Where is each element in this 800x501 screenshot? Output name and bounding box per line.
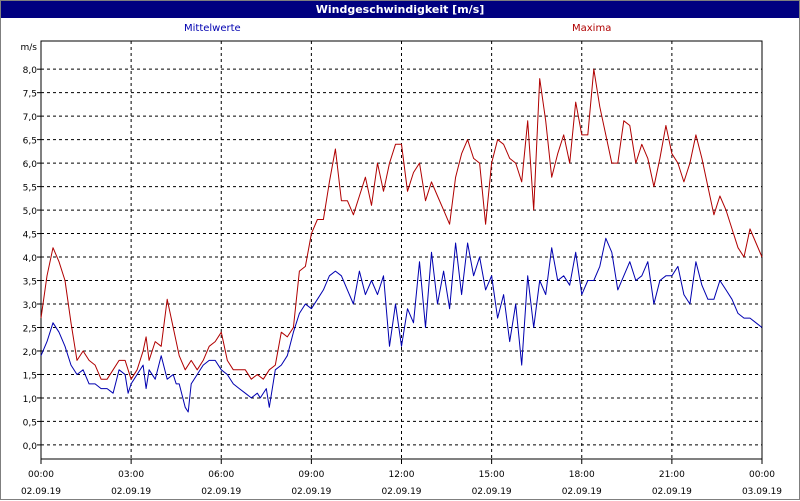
x-tick-time: 03:00 — [118, 470, 144, 480]
y-tick-label: 6,0 — [23, 160, 38, 170]
y-tick-label: 7,0 — [23, 113, 38, 123]
y-tick-label: 4,5 — [23, 231, 37, 241]
y-tick-label: 7,5 — [23, 90, 37, 100]
y-tick-label: 8,0 — [23, 66, 38, 76]
x-tick-date: 02.09.19 — [201, 487, 241, 497]
y-tick-label: 1,5 — [23, 371, 37, 381]
x-tick-time: 15:00 — [479, 470, 505, 480]
x-tick-time: 12:00 — [389, 470, 415, 480]
y-tick-label: 0,5 — [23, 418, 37, 428]
x-tick-date: 02.09.19 — [652, 487, 692, 497]
y-tick-label: 5,5 — [23, 184, 37, 194]
y-tick-label: 1,0 — [23, 395, 38, 405]
y-tick-label: 5,0 — [23, 207, 38, 217]
y-tick-label: 2,0 — [23, 348, 38, 358]
window-title: Windgeschwindigkeit [m/s] — [1, 1, 799, 18]
series-line-mittelwerte — [40, 237, 763, 413]
y-axis-label: m/s — [21, 43, 38, 53]
x-tick-time: 00:00 — [749, 470, 775, 480]
x-tick-date: 02.09.19 — [111, 487, 151, 497]
x-tick-date: 02.09.19 — [472, 487, 512, 497]
y-tick-label: 3,0 — [23, 301, 38, 311]
x-tick-time: 09:00 — [298, 470, 324, 480]
x-tick-time: 06:00 — [208, 470, 234, 480]
series-line-maxima — [40, 68, 763, 380]
x-tick-date: 02.09.19 — [381, 487, 421, 497]
legend-maxima: Maxima — [572, 23, 612, 34]
x-tick-date: 03.09.19 — [742, 487, 782, 497]
y-tick-label: 6,5 — [23, 137, 37, 147]
y-tick-label: 0,0 — [23, 442, 38, 452]
x-tick-time: 00:00 — [28, 470, 54, 480]
y-tick-label: 4,0 — [23, 254, 38, 264]
x-tick-date: 02.09.19 — [291, 487, 331, 497]
y-tick-label: 3,5 — [23, 278, 37, 288]
y-tick-label: 2,5 — [23, 324, 37, 334]
x-tick-time: 21:00 — [659, 470, 685, 480]
x-tick-date: 02.09.19 — [21, 487, 61, 497]
x-tick-date: 02.09.19 — [562, 487, 602, 497]
legend-mittelwerte: Mittelwerte — [184, 23, 241, 34]
x-tick-time: 18:00 — [569, 470, 595, 480]
